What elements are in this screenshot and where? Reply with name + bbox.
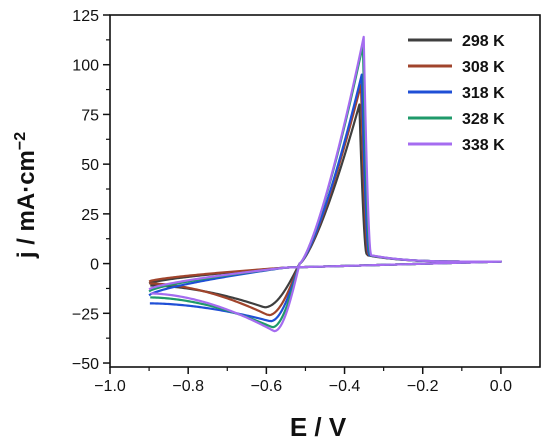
x-tick-label: −0.2 xyxy=(407,378,439,395)
y-axis-title: j / mA·cm−2 xyxy=(12,132,40,259)
y-tick-label: 100 xyxy=(72,58,99,75)
y-tick-label: 125 xyxy=(72,8,99,25)
x-tick-label: −0.4 xyxy=(329,378,361,395)
series-line-4 xyxy=(148,43,503,329)
legend-label: 298 K xyxy=(462,33,505,50)
series-line-5 xyxy=(148,35,503,333)
x-tick-label: −0.6 xyxy=(251,378,283,395)
y-tick-label: 0 xyxy=(90,257,99,274)
legend-label: 338 K xyxy=(462,137,505,154)
y-tick-label: −25 xyxy=(72,306,99,323)
y-tick-label: 50 xyxy=(81,157,99,174)
legend-label: 308 K xyxy=(462,59,505,76)
legend-label: 328 K xyxy=(462,111,505,128)
legend: 298 K 308 K 318 K 328 K 338 K xyxy=(408,33,505,154)
plot-frame xyxy=(109,14,541,368)
axis-ticks: −1.0 −0.8 −0.6 −0.4 −0.2 0.0 −50 −25 0 25 50 75 100 1… xyxy=(72,8,512,395)
x-tick-label: −1.0 xyxy=(94,378,126,395)
y-tick-label: 25 xyxy=(81,207,99,224)
x-axis-title: E / V xyxy=(290,412,347,441)
y-axis-title-sup: −2 xyxy=(12,132,29,150)
x-tick-label: 0.0 xyxy=(490,378,512,395)
y-tick-label: −50 xyxy=(72,356,99,373)
x-tick-label: −0.8 xyxy=(172,378,204,395)
series-group xyxy=(148,35,503,333)
legend-label: 318 K xyxy=(462,85,505,102)
y-tick-label: 75 xyxy=(81,107,99,124)
y-axis-title-main: j / mA·cm xyxy=(13,150,40,259)
